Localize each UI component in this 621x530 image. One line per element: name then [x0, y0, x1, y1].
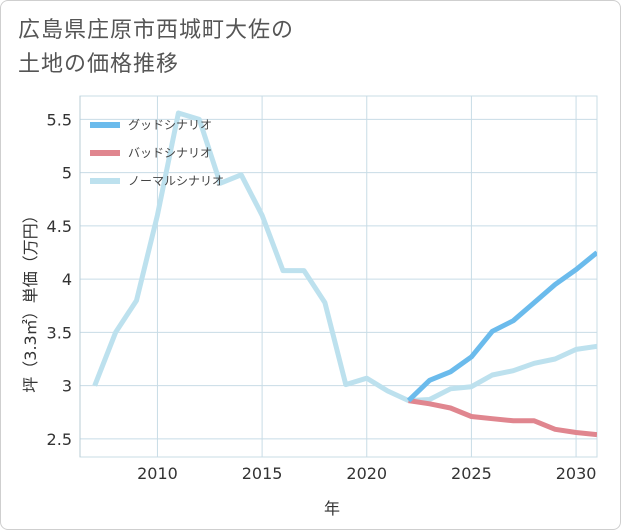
legend-label-good: グッドシナリオ — [128, 118, 212, 132]
series-line-bad — [408, 398, 597, 438]
series-line-normal — [92, 110, 597, 404]
y-tick-label: 2.5 — [47, 430, 72, 449]
chart-title-line-1: 広島県庄原市西城町大佐の — [18, 18, 295, 43]
x-tick-label: 2025 — [451, 464, 492, 483]
y-tick-label: 3.5 — [47, 323, 72, 342]
x-axis-title: 年 — [324, 499, 340, 518]
series-layer — [92, 110, 597, 438]
y-tick-label: 4.5 — [47, 217, 72, 236]
x-tick-label: 2030 — [556, 464, 597, 483]
x-tick-label: 2020 — [346, 464, 387, 483]
y-tick-labels: 2.5 3 3.5 4 4.5 5 5.5 — [47, 110, 72, 448]
chart-title: 広島県庄原市西城町大佐の 土地の価格推移 — [18, 14, 578, 82]
y-tick-label: 5.5 — [47, 110, 72, 129]
y-tick-label: 4 — [62, 270, 72, 289]
legend-label-bad: バッドシナリオ — [128, 146, 212, 160]
y-axis-title: 坪（3.3㎡）単価（万円） — [21, 207, 40, 392]
series-line-good — [406, 250, 597, 403]
x-tick-label: 2015 — [242, 464, 283, 483]
legend-label-normal: ノーマルシナリオ — [128, 174, 224, 188]
x-tick-labels: 2010 2015 2020 2025 2030 — [137, 464, 596, 483]
y-tick-label: 3 — [62, 377, 72, 396]
chart-title-line-2: 土地の価格推移 — [18, 52, 180, 77]
x-tick-label: 2010 — [137, 464, 178, 483]
y-tick-label: 5 — [62, 164, 72, 183]
